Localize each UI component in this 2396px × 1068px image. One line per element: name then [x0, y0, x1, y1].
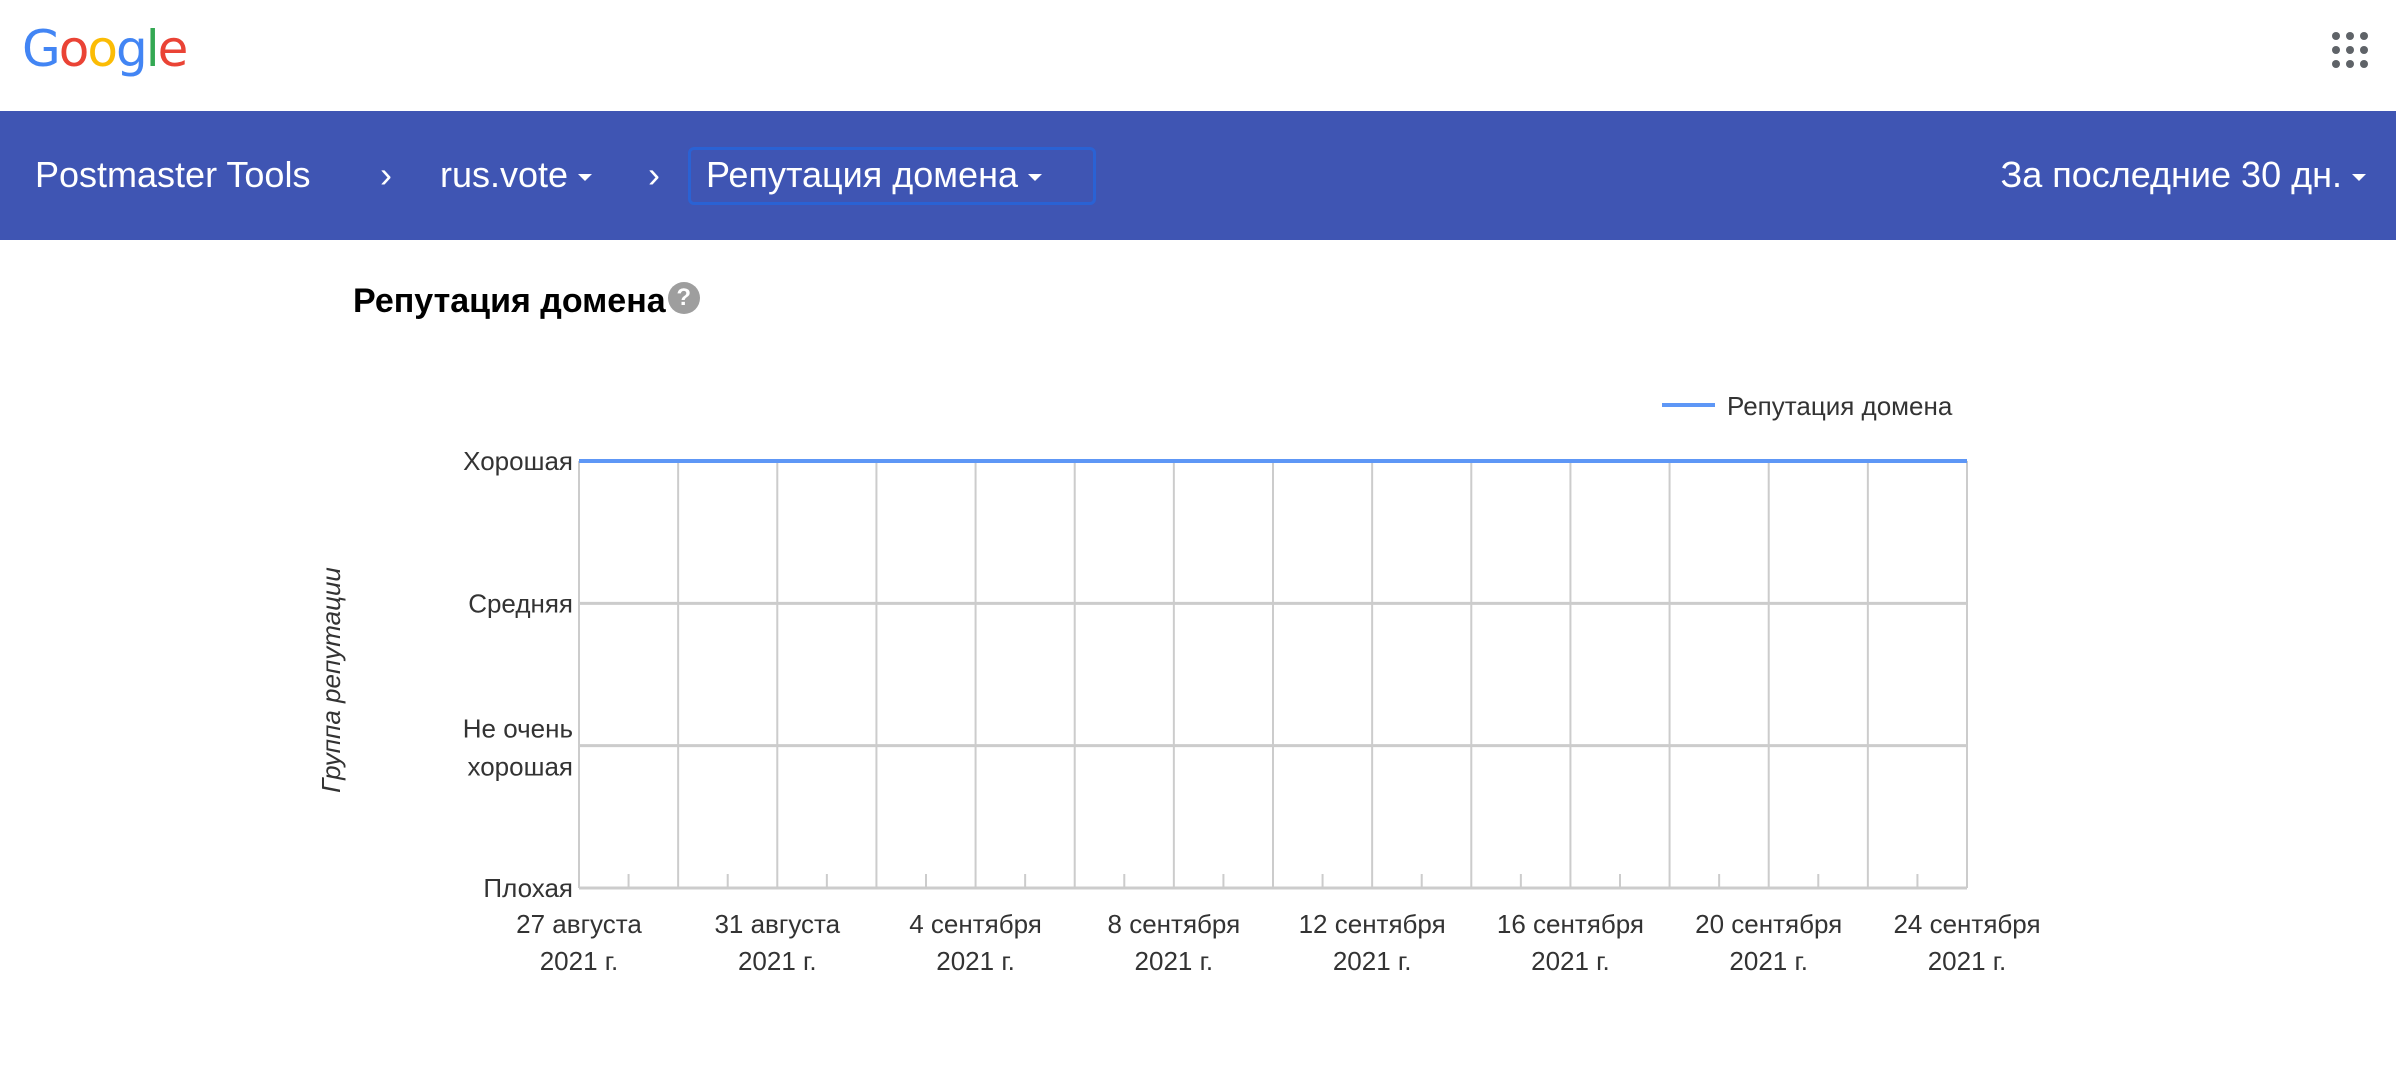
x-tick-label: 12 сентября: [1299, 909, 1446, 939]
page-title-text: Репутация домена: [353, 282, 666, 320]
google-logo[interactable]: Google: [22, 20, 188, 78]
caret-down-icon: [578, 173, 593, 181]
y-tick-label: хорошая: [468, 752, 574, 782]
date-range-label: За последние 30 дн.: [2000, 154, 2342, 195]
y-tick-label: Средняя: [468, 588, 573, 618]
x-tick-label: 4 сентября: [909, 909, 1042, 939]
y-tick-label: Плохая: [483, 873, 573, 903]
x-tick-label: 2021 г.: [1729, 946, 1808, 976]
top-nav-bar: Postmaster Tools › rus.vote › Репутация …: [0, 111, 2396, 240]
x-tick-label: 8 сентября: [1108, 909, 1241, 939]
x-tick-label: 20 сентября: [1695, 909, 1842, 939]
legend-label[interactable]: Репутация домена: [1727, 391, 1953, 421]
y-axis-title: Группа репутации: [316, 567, 346, 793]
caret-down-icon: [2352, 173, 2366, 181]
x-tick-label: 31 августа: [714, 909, 840, 939]
y-tick-label: Хорошая: [463, 446, 573, 476]
caret-down-icon: [1027, 173, 1042, 181]
section-dropdown[interactable]: Репутация домена: [706, 153, 1042, 197]
x-tick-label: 2021 г.: [936, 946, 1015, 976]
x-tick-label: 27 августа: [516, 909, 642, 939]
section-label: Репутация домена: [706, 154, 1018, 195]
x-tick-label: 24 сентября: [1893, 909, 2040, 939]
x-tick-label: 2021 г.: [1928, 946, 2007, 976]
chevron-right-icon: ›: [380, 154, 392, 195]
y-tick-label: Не очень: [463, 714, 573, 744]
x-tick-label: 2021 г.: [1531, 946, 1610, 976]
page-title: Репутация домена?: [353, 282, 700, 321]
help-icon[interactable]: ?: [667, 282, 700, 314]
domain-dropdown[interactable]: rus.vote: [440, 153, 593, 197]
x-tick-label: 2021 г.: [1135, 946, 1214, 976]
chevron-right-icon: ›: [648, 154, 660, 195]
breadcrumb-app[interactable]: Postmaster Tools: [35, 154, 311, 195]
section-dropdown-focus: [688, 147, 1096, 205]
x-tick-label: 16 сентября: [1497, 909, 1644, 939]
domain-label: rus.vote: [440, 154, 569, 195]
x-tick-label: 2021 г.: [738, 946, 817, 976]
x-tick-label: 2021 г.: [1333, 946, 1412, 976]
x-tick-label: 2021 г.: [540, 946, 619, 976]
date-range-dropdown[interactable]: За последние 30 дн.: [2001, 153, 2366, 197]
apps-grid-icon[interactable]: [2332, 32, 2368, 68]
